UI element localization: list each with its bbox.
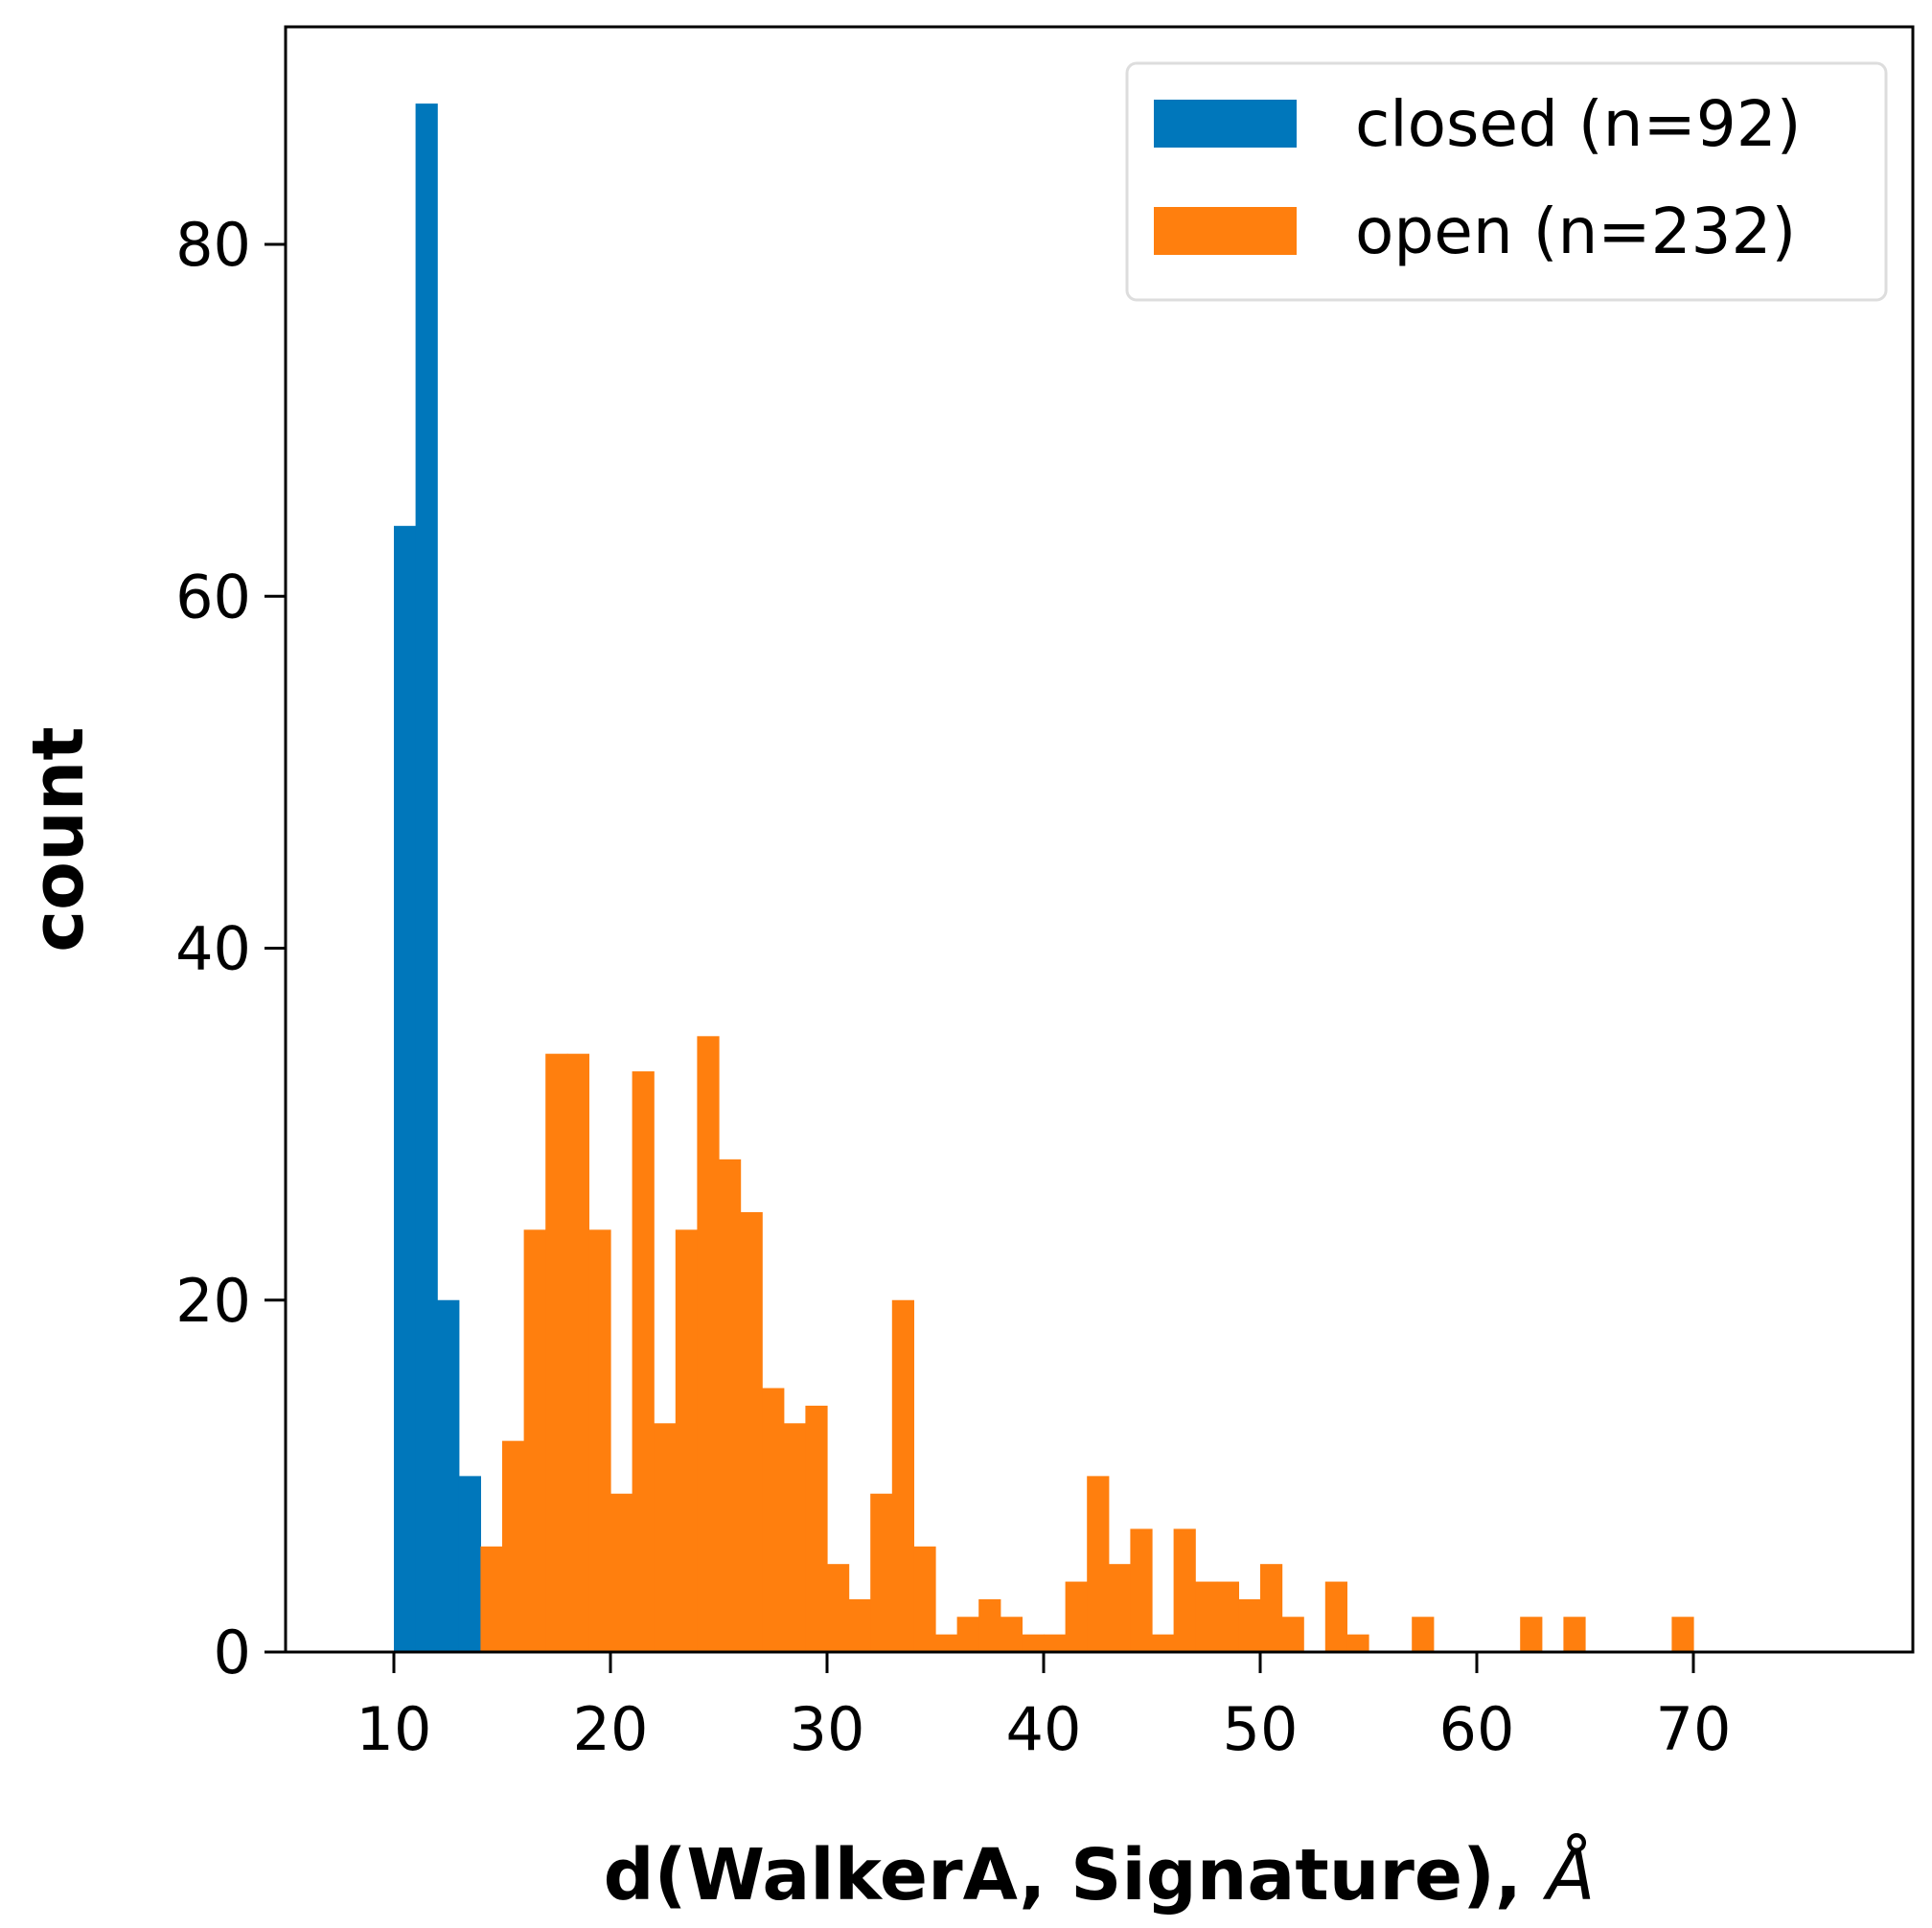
bar-open-49 (1238, 1598, 1261, 1652)
bar-open-48 (1216, 1581, 1239, 1652)
bar-open-34 (913, 1546, 936, 1652)
legend-swatch-open (1154, 207, 1297, 255)
bar-open-69 (1671, 1617, 1694, 1652)
bar-open-46 (1173, 1528, 1196, 1652)
legend-label-open: open (n=232) (1355, 195, 1796, 268)
bar-open-38 (1000, 1617, 1023, 1652)
y-tick-label-80: 80 (175, 210, 251, 280)
bar-open-16 (523, 1229, 546, 1652)
legend-label-closed: closed (n=92) (1355, 87, 1801, 161)
bar-open-19 (588, 1229, 611, 1652)
bar-open-54 (1346, 1634, 1369, 1652)
bar-open-39 (1022, 1634, 1045, 1652)
bar-open-31 (848, 1598, 871, 1652)
x-tick-label-70: 70 (1656, 1694, 1732, 1764)
x-tick-label-30: 30 (790, 1694, 865, 1764)
x-axis-ticks: 10 20 30 40 50 60 70 (356, 1652, 1732, 1764)
bar-open-24 (697, 1036, 720, 1652)
bar-open-44 (1130, 1528, 1153, 1652)
x-tick-label-10: 10 (356, 1694, 432, 1764)
bar-open-37 (978, 1598, 1001, 1652)
bar-open-42 (1087, 1476, 1110, 1652)
legend: closed (n=92) open (n=232) (1125, 61, 1888, 302)
bar-open-21 (632, 1071, 655, 1652)
bar-closed-10 (394, 525, 417, 1652)
bar-open-57 (1412, 1617, 1435, 1652)
x-tick-label-20: 20 (573, 1694, 649, 1764)
x-axis-unit: Å (1543, 1832, 1596, 1917)
bar-closed-13 (458, 1476, 481, 1652)
plot-frame (284, 25, 1915, 1654)
y-tick-label-40: 40 (175, 914, 251, 984)
y-axis-ticks: 0 20 40 60 80 (175, 210, 286, 1687)
x-tick-label-60: 60 (1439, 1694, 1515, 1764)
x-tick-label-40: 40 (1006, 1694, 1082, 1764)
y-axis-title: count (17, 726, 100, 952)
bar-open-33 (891, 1299, 914, 1652)
bar-open-45 (1152, 1634, 1175, 1652)
bar-open-53 (1324, 1581, 1347, 1652)
bar-closed-11 (415, 103, 438, 1653)
bar-open-32 (870, 1493, 893, 1652)
bar-open-15 (502, 1440, 525, 1652)
y-tick-label-60: 60 (175, 562, 251, 631)
legend-swatch-closed (1154, 100, 1297, 148)
bar-open-36 (956, 1617, 979, 1652)
bar-open-17 (545, 1053, 568, 1652)
bar-open-43 (1108, 1564, 1131, 1652)
legend-box (1125, 61, 1888, 302)
bar-open-50 (1260, 1564, 1283, 1652)
bar-open-41 (1065, 1581, 1088, 1652)
bar-open-47 (1195, 1581, 1218, 1652)
bar-open-64 (1563, 1617, 1586, 1652)
y-tick-label-20: 20 (175, 1266, 251, 1336)
bar-open-28 (783, 1423, 806, 1652)
bar-open-18 (566, 1053, 589, 1652)
y-tick-label-0: 0 (214, 1618, 251, 1687)
bar-open-51 (1281, 1617, 1304, 1652)
bar-open-29 (805, 1405, 828, 1652)
bar-closed-12 (437, 1299, 460, 1652)
bar-open-27 (762, 1388, 785, 1652)
bar-open-20 (610, 1493, 633, 1652)
bars-group (394, 103, 1694, 1653)
bar-open-30 (827, 1564, 850, 1652)
bar-open-23 (675, 1229, 698, 1652)
bar-open-35 (935, 1634, 958, 1652)
bar-open-22 (654, 1423, 677, 1652)
bar-open-14 (480, 1546, 503, 1652)
bar-open-40 (1044, 1634, 1067, 1652)
bar-open-25 (719, 1159, 742, 1652)
x-axis-title: d(WalkerA, Signature), Å (604, 1832, 1596, 1917)
bar-open-62 (1520, 1617, 1543, 1652)
x-tick-label-50: 50 (1223, 1694, 1299, 1764)
bar-open-26 (740, 1211, 763, 1652)
